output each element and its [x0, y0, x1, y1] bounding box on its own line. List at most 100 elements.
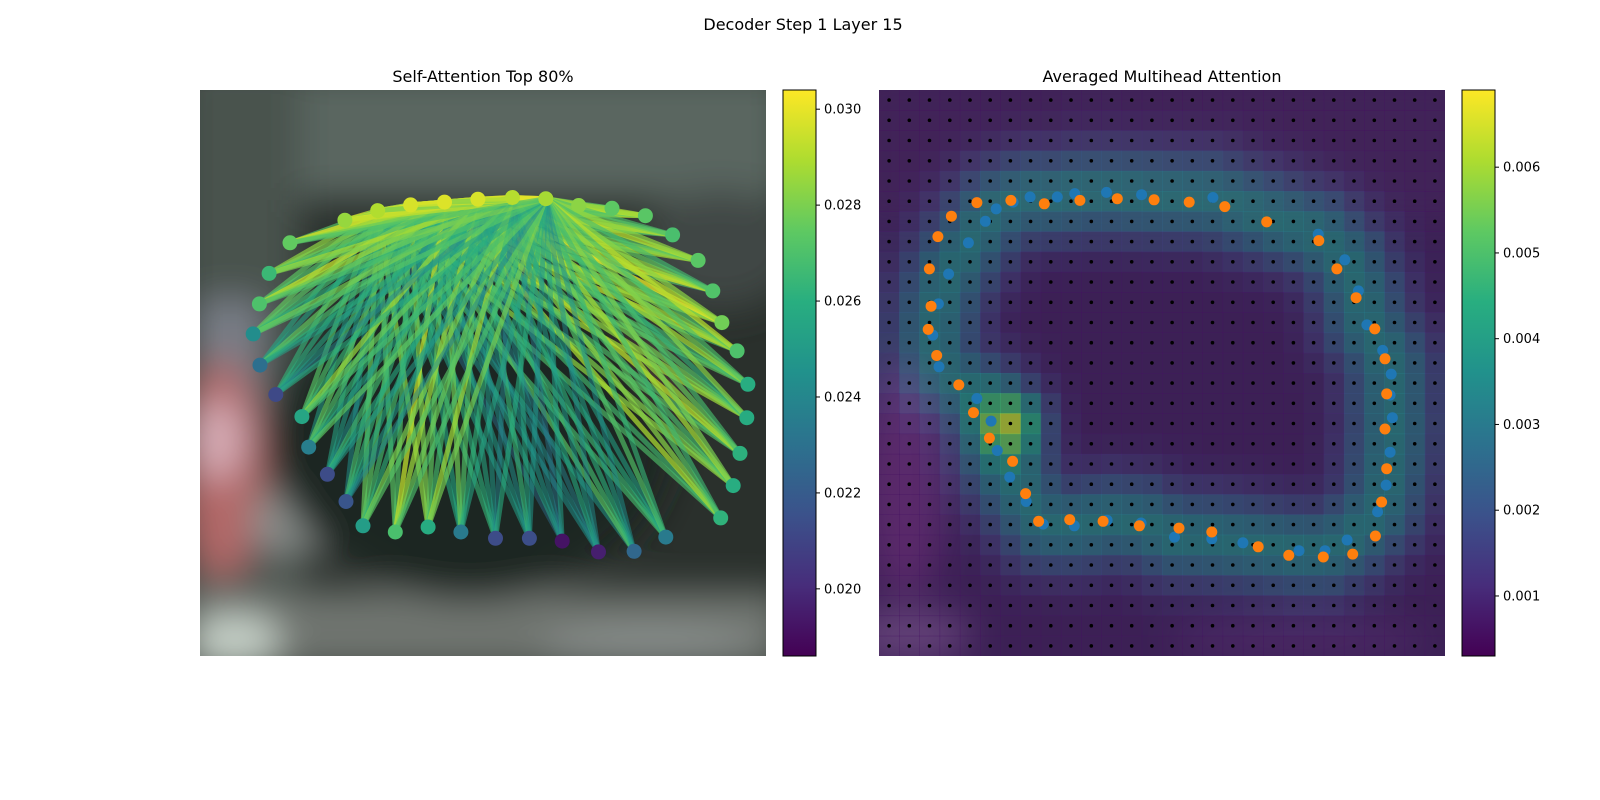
grid-dot — [1008, 442, 1013, 446]
grid-dot — [1150, 320, 1154, 325]
grid-dot — [1352, 260, 1356, 264]
grid-dot — [887, 421, 891, 426]
keypoint — [1051, 191, 1063, 203]
grid-dot — [887, 462, 891, 466]
grid-dot — [1332, 179, 1336, 183]
grid-dot — [1372, 401, 1377, 406]
keypoint-series — [922, 186, 1398, 563]
grid-dot — [1433, 320, 1437, 325]
grid-dot — [1028, 219, 1033, 224]
grid-dot — [1150, 603, 1154, 608]
grid-dot — [1008, 623, 1013, 628]
right-panel-title: Averaged Multihead Attention — [1043, 67, 1282, 86]
grid-dot — [988, 381, 992, 385]
grid-dot — [907, 159, 912, 163]
grid-dot — [1291, 98, 1296, 102]
grid-dot — [1311, 421, 1316, 426]
left-colorbar: 0.020 0.022 0.024 0.026 0.028 0.030 — [782, 89, 861, 657]
grid-dot — [1190, 462, 1195, 466]
attention-node — [637, 208, 653, 224]
grid-dot — [948, 320, 952, 325]
grid-dot — [1231, 98, 1235, 102]
grid-dot — [1231, 280, 1235, 284]
grid-dot — [1069, 401, 1073, 406]
grid-dot — [1109, 603, 1114, 608]
attention-node — [658, 529, 674, 545]
grid-dot — [948, 260, 952, 264]
grid-dot — [1089, 239, 1094, 244]
grid-dot — [1210, 361, 1215, 365]
grid-dot — [1352, 381, 1356, 385]
grid-dot — [907, 583, 912, 588]
grid-dot — [907, 98, 912, 102]
grid-dot — [1332, 644, 1336, 648]
grid-dot — [968, 300, 972, 305]
keypoint — [1379, 353, 1391, 365]
grid-dot — [1109, 563, 1114, 567]
grid-dot — [968, 462, 972, 466]
grid-dot — [1109, 340, 1114, 345]
grid-dot — [1109, 300, 1114, 305]
grid-dots — [887, 98, 1437, 648]
grid-dot — [907, 401, 912, 406]
grid-dot — [1332, 543, 1336, 547]
grid-dot — [1271, 522, 1275, 527]
grid-dot — [988, 502, 992, 507]
grid-dot — [1069, 159, 1073, 163]
grid-dot — [1291, 583, 1296, 588]
grid-dot — [1412, 179, 1417, 183]
grid-dot — [1311, 340, 1316, 345]
right-colorbar-gradient — [1461, 89, 1496, 657]
grid-dot — [1150, 260, 1154, 264]
grid-dot — [968, 179, 972, 183]
grid-dot — [1271, 219, 1275, 224]
grid-dot — [887, 280, 891, 284]
grid-dot — [1372, 603, 1377, 608]
grid-dot — [1150, 239, 1154, 244]
grid-dot — [1049, 623, 1053, 628]
grid-dot — [988, 199, 992, 203]
grid-dot — [1231, 563, 1235, 567]
grid-dot — [1392, 522, 1397, 527]
grid-dot — [1109, 280, 1114, 284]
grid-dot — [1372, 381, 1377, 385]
grid-dot — [1412, 98, 1417, 102]
keypoint — [1183, 196, 1195, 208]
grid-dot — [1049, 482, 1053, 487]
grid-dot — [1089, 543, 1094, 547]
grid-dot — [1311, 563, 1316, 567]
grid-dot — [1170, 421, 1174, 426]
grid-dot — [1433, 260, 1437, 264]
grid-dot — [1190, 401, 1195, 406]
grid-dot — [927, 219, 932, 224]
grid-dot — [1210, 644, 1215, 648]
grid-dot — [1291, 199, 1296, 203]
grid-dot — [907, 462, 912, 466]
grid-dot — [1291, 361, 1296, 365]
grid-dot — [1008, 340, 1013, 345]
colorbar-tick-label: 0.022 — [824, 486, 861, 501]
grid-dot — [1210, 118, 1215, 123]
grid-dot — [988, 462, 992, 466]
grid-dot — [887, 179, 891, 183]
attention-node — [488, 530, 503, 546]
keypoint — [1377, 344, 1389, 356]
attention-node — [251, 296, 267, 312]
grid-dot — [1190, 381, 1195, 385]
grid-dot — [1332, 442, 1336, 446]
keypoint — [931, 350, 943, 361]
grid-dot — [1372, 239, 1377, 244]
grid-dot — [1069, 199, 1073, 203]
grid-dot — [1049, 361, 1053, 365]
grid-dot — [948, 421, 952, 426]
grid-dot — [927, 118, 932, 123]
attention-edge — [543, 196, 716, 294]
grid-dot — [1231, 118, 1235, 123]
grid-dot — [968, 522, 972, 527]
grid-dot — [1069, 219, 1073, 224]
grid-dot — [1129, 361, 1134, 365]
grid-dot — [907, 522, 912, 527]
grid-dot — [1291, 219, 1296, 224]
grid-dot — [1008, 239, 1013, 244]
grid-dot — [1271, 623, 1275, 628]
